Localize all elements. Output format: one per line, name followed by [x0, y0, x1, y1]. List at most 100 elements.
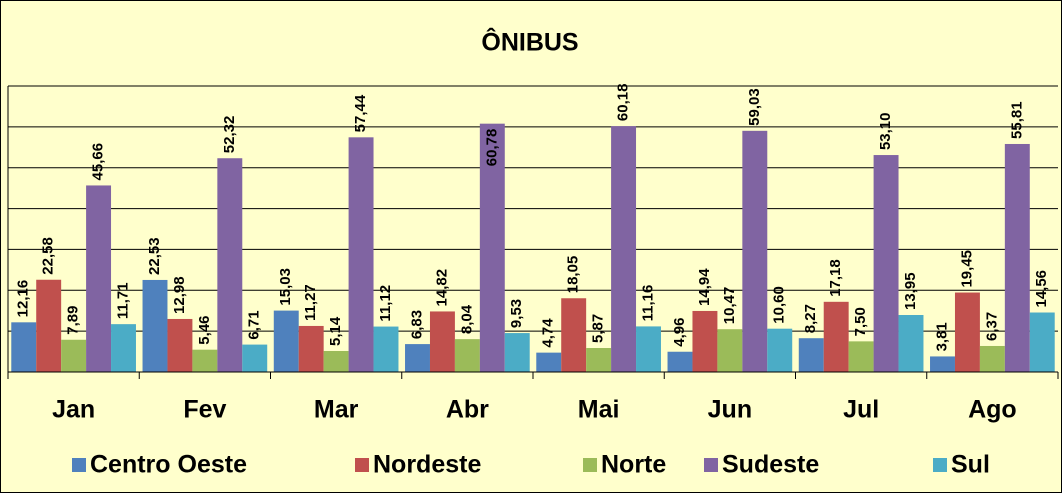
value-label: 7,89 [65, 306, 82, 335]
value-label: 15,03 [277, 268, 294, 306]
value-label: 22,58 [40, 237, 57, 275]
bar [86, 185, 112, 372]
value-label: 17,18 [827, 259, 844, 297]
x-tick-label: Jul [843, 396, 879, 424]
bar [930, 356, 955, 372]
bar [11, 322, 37, 372]
value-label: 14,82 [433, 269, 450, 307]
bar [504, 333, 530, 372]
bar [742, 130, 768, 372]
bar [848, 341, 874, 372]
value-label: 8,04 [458, 304, 475, 334]
value-label: 11,27 [302, 284, 319, 321]
legend-label: Nordeste [373, 451, 481, 479]
x-tick-label: Jan [52, 396, 95, 424]
value-label: 13,95 [902, 272, 919, 310]
legend-swatch [704, 458, 718, 472]
value-label: 11,12 [377, 285, 394, 322]
x-tick-label: Mai [578, 396, 620, 424]
value-label: 5,87 [590, 314, 607, 343]
value-label: 12,16 [15, 280, 32, 318]
value-label: 5,46 [196, 315, 213, 344]
value-label: 12,98 [171, 276, 188, 314]
bar [954, 292, 980, 372]
value-label: 55,81 [1008, 101, 1025, 139]
bar [898, 315, 924, 372]
value-label: 4,96 [671, 318, 688, 347]
value-label: 14,56 [1033, 270, 1050, 308]
value-label: 10,47 [721, 287, 738, 325]
value-label: 57,44 [352, 94, 369, 132]
value-label: 3,81 [933, 322, 950, 351]
value-label: 6,71 [246, 310, 263, 339]
value-label: 7,50 [852, 307, 869, 336]
value-label: 5,14 [327, 316, 344, 346]
value-label: 10,60 [771, 286, 788, 324]
bar [823, 301, 849, 372]
legend-label: Sul [951, 451, 990, 479]
x-tick-label: Mar [314, 396, 359, 424]
bar [479, 123, 505, 372]
bar [798, 338, 824, 372]
value-label: 6,37 [983, 312, 1000, 341]
value-label: 6,83 [408, 310, 425, 339]
value-label: 60,18 [615, 84, 632, 122]
bar [242, 344, 268, 372]
value-label: 11,71 [114, 282, 131, 319]
x-tick-label: Ago [968, 396, 1017, 424]
bar [298, 325, 324, 372]
bar [373, 326, 399, 372]
legend-label: Centro Oeste [90, 451, 247, 479]
bar [692, 310, 718, 372]
bar [192, 349, 218, 372]
value-label: 4,74 [540, 318, 557, 348]
bar [586, 348, 612, 372]
bar [561, 298, 587, 372]
value-label: 8,27 [802, 304, 819, 333]
legend-swatch [583, 458, 597, 472]
value-label: 22,53 [146, 237, 163, 275]
value-label: 60,78 [483, 129, 500, 167]
bar [348, 137, 374, 372]
bar [636, 326, 661, 372]
bar [767, 328, 793, 372]
value-label: 52,32 [221, 116, 238, 154]
value-label: 11,16 [639, 285, 656, 322]
bar [429, 311, 455, 372]
bar [454, 339, 480, 372]
value-label: 18,05 [565, 256, 582, 294]
bar [142, 279, 168, 372]
bar [405, 344, 430, 372]
bar [273, 310, 299, 372]
bar [61, 339, 87, 372]
legend-label: Sudeste [722, 451, 819, 479]
value-label: 45,66 [90, 143, 107, 181]
bar [1029, 312, 1055, 372]
bar [667, 351, 693, 372]
bar [167, 318, 193, 372]
value-label: 9,53 [508, 299, 525, 328]
x-tick-label: Fev [183, 396, 226, 424]
x-tick-label: Abr [446, 396, 489, 424]
bar [36, 279, 62, 372]
bar [717, 329, 743, 372]
bar [1004, 143, 1030, 372]
legend-swatch [355, 458, 369, 472]
bar [611, 126, 637, 373]
legend-swatch [72, 458, 86, 472]
bar [217, 158, 243, 372]
bar [873, 155, 899, 372]
x-tick-label: Jun [708, 396, 752, 424]
bar [536, 352, 562, 372]
value-label: 19,45 [958, 250, 975, 288]
bar [323, 350, 349, 372]
bar [979, 345, 1005, 372]
legend-swatch [933, 458, 947, 472]
legend-label: Norte [601, 451, 666, 479]
chart-title: ÔNIBUS [481, 27, 578, 57]
value-label: 14,94 [696, 268, 713, 306]
bar [111, 324, 136, 372]
value-label: 59,03 [746, 88, 763, 126]
value-label: 53,10 [877, 113, 894, 151]
